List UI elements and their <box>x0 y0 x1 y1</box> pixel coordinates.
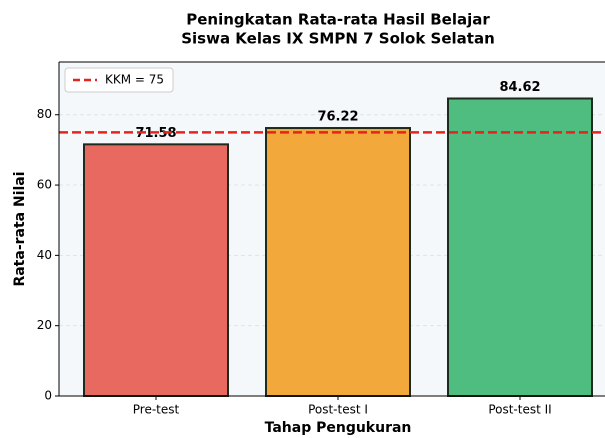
legend-box <box>64 67 174 93</box>
bar <box>83 143 229 397</box>
x-tick-label: Pre-test <box>133 403 180 417</box>
x-axis-label: Tahap Pengukuran <box>265 420 412 436</box>
bar <box>265 127 411 397</box>
y-tick-label: 0 <box>44 389 52 403</box>
legend-label: KKM = 75 <box>105 73 164 87</box>
chart-title: Siswa Kelas IX SMPN 7 Solok Selatan <box>181 30 495 48</box>
y-tick-label: 40 <box>37 248 52 262</box>
chart-title: Peningkatan Rata-rata Hasil Belajar <box>186 11 490 29</box>
y-tick-label: 60 <box>37 178 52 192</box>
y-tick-label: 80 <box>37 107 52 121</box>
x-tick-label: Post-test II <box>488 403 551 417</box>
x-tick-label: Post-test I <box>308 403 368 417</box>
y-axis-label: Rata-rata Nilai <box>12 171 28 286</box>
value-label: 84.62 <box>499 80 540 95</box>
y-tick-label: 20 <box>37 318 52 332</box>
bar <box>447 97 593 397</box>
value-label: 76.22 <box>317 110 358 125</box>
